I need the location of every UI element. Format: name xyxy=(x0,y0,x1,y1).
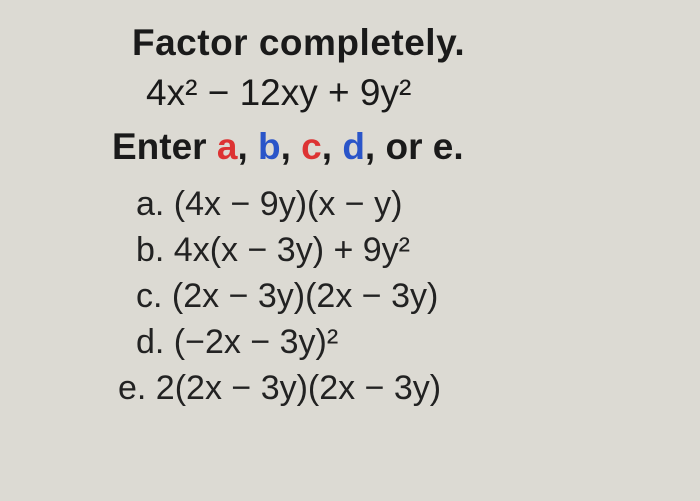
sep3: , xyxy=(322,126,343,167)
instruction-d: d xyxy=(342,126,365,167)
sep2: , xyxy=(281,126,302,167)
instruction: Enter a, b, c, d, or e. xyxy=(110,126,700,168)
options: a. (4x − 9y)(x − y) b. 4x(x − 3y) + 9y² … xyxy=(110,182,700,411)
option-e: e. 2(2x − 3y)(2x − 3y) xyxy=(118,366,700,412)
option-a: a. (4x − 9y)(x − y) xyxy=(136,182,700,228)
worksheet: Factor completely. 4x² − 12xy + 9y² Ente… xyxy=(0,0,700,411)
option-b: b. 4x(x − 3y) + 9y² xyxy=(136,228,700,274)
expression: 4x² − 12xy + 9y² xyxy=(110,72,700,114)
instruction-suffix: . xyxy=(453,126,463,167)
instruction-a: a xyxy=(217,126,238,167)
sep4: , or xyxy=(365,126,433,167)
instruction-prefix: Enter xyxy=(112,126,217,167)
instruction-b: b xyxy=(258,126,281,167)
sep1: , xyxy=(237,126,258,167)
title: Factor completely. xyxy=(110,22,700,64)
option-c: c. (2x − 3y)(2x − 3y) xyxy=(136,274,700,320)
option-d: d. (−2x − 3y)² xyxy=(136,320,700,366)
instruction-e: e xyxy=(433,126,454,167)
instruction-c: c xyxy=(301,126,322,167)
